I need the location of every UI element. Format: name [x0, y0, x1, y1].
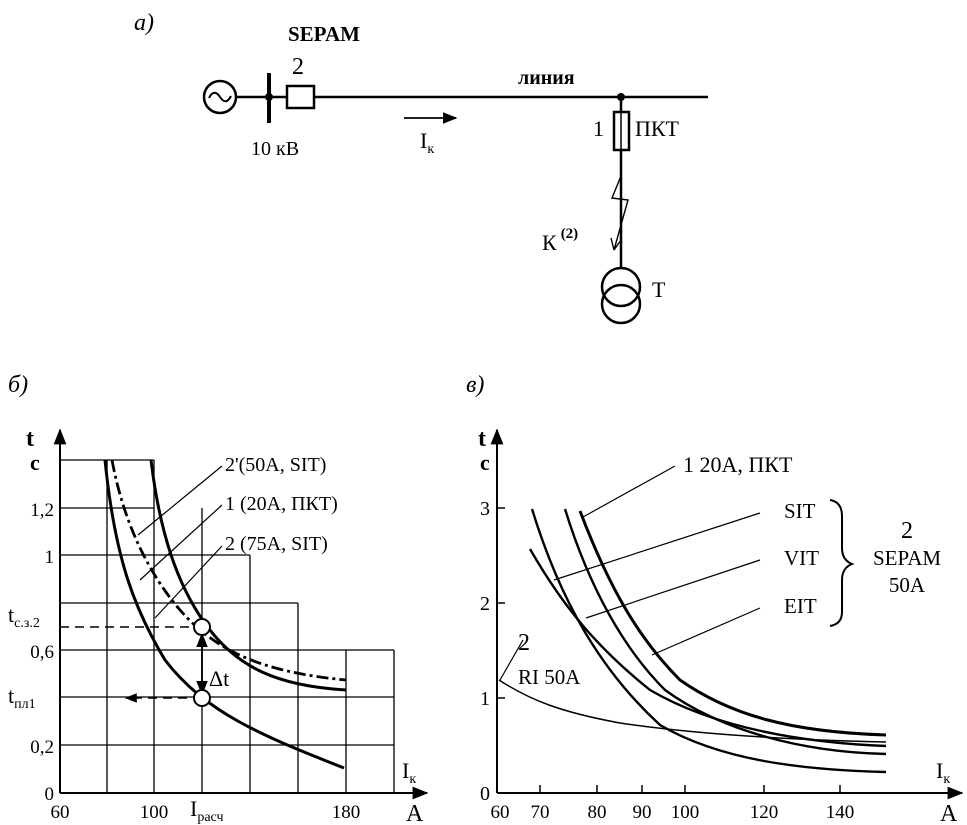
panel-b-ytick-0: 0: [45, 784, 55, 805]
delta-t-label: Δt: [209, 666, 229, 691]
sepam-group-name: SEPAM: [873, 546, 941, 570]
legend-2prime: 2'(50A, SIT): [225, 454, 326, 476]
transformer-winding-1: [600, 266, 642, 308]
sit-label: SIT: [784, 499, 816, 523]
panel-c-leaders: [499, 465, 761, 681]
fault-lightning-icon: [611, 175, 629, 251]
panel-c-ytick-3: 3: [480, 498, 490, 520]
sepam-group-brace: [829, 499, 855, 627]
panel-c-label: в): [466, 372, 484, 398]
panel-c-xtick-5: 120: [750, 802, 779, 823]
transformer-winding-2: [600, 283, 642, 325]
ri-curve-number: 2: [518, 630, 530, 656]
sepam-breaker-box: [285, 84, 316, 110]
panel-b-leaders: [137, 465, 223, 619]
panel-c-xtick-0: 60: [491, 802, 510, 823]
legend-2: 2 (75A, SIT): [225, 533, 328, 555]
panel-c-y-title: t: [478, 426, 486, 452]
fuse-number: 1: [593, 116, 604, 141]
panel-b-y-title: t: [26, 426, 34, 452]
curve-2-75a-sit: [103, 459, 345, 770]
panel-c-xtick-4: 100: [671, 802, 700, 823]
curve-2prime-50a-sit: [110, 459, 347, 682]
sepam-group-number: 2: [901, 518, 913, 544]
fault-current-label: Iк: [420, 128, 434, 157]
curve-ri-50a: [498, 679, 887, 743]
point-t-cz2: [193, 618, 211, 636]
t-pl1-label: tпл1: [8, 683, 36, 712]
panel-b-xtick-2: 180: [332, 802, 361, 823]
bus-voltage-label: 10 кВ: [251, 138, 299, 160]
panel-c-ytick-1: 1: [480, 688, 490, 710]
panel-b-ytick-2: 0,6: [30, 642, 54, 663]
panel-b-x-title: Iк: [402, 758, 416, 787]
legend-1: 1 (20A, ПКТ): [225, 493, 338, 515]
panel-c-ticks: [497, 507, 841, 793]
curve-vit: [528, 548, 887, 748]
panel-c-xtick-3: 90: [633, 802, 652, 823]
panel-c-xtick-6: 140: [826, 802, 855, 823]
line-label: линия: [518, 67, 575, 89]
point-t-pl1: [193, 689, 211, 707]
ri-curve-label: RI 50A: [518, 665, 581, 689]
panel-c-ytick-2: 2: [480, 593, 490, 615]
curve-eit: [530, 508, 887, 774]
eit-label: EIT: [784, 594, 817, 618]
panel-b-xtick-1: 100: [140, 802, 169, 823]
panel-c-x-unit: А: [940, 801, 958, 825]
vit-label: VIT: [784, 546, 819, 570]
panel-a-label: а): [134, 10, 154, 36]
panel-b-xtick-0: 60: [51, 802, 70, 823]
transformer-label: Т: [652, 277, 666, 302]
panel-b-y-unit: с: [30, 450, 40, 475]
panel-b-ytick-4: 1,2: [30, 500, 54, 521]
panel-c-xtick-2: 80: [588, 802, 607, 823]
bus-node: [265, 93, 273, 101]
panel-c-xtick-1: 70: [531, 802, 550, 823]
ac-wave-icon: [208, 91, 232, 103]
panel-b-label: б): [8, 372, 28, 398]
panel-b-ytick-1: 0,2: [30, 737, 54, 758]
panel-c-ytick-0: 0: [480, 783, 490, 805]
panel-b-chart: б) t с Iк А 0 0,2 0,6 1: [8, 372, 429, 825]
i-calc-label: Iрасч: [190, 796, 224, 825]
panel-c-y-unit: с: [480, 450, 490, 475]
panel-a-schematic: а) SEPAM 2 10 кВ Iк линия 1 ПКТ К (2) Т: [134, 10, 708, 325]
fault-label: К (2): [542, 226, 578, 255]
fuse-curve-label: 1 20A, ПКТ: [683, 452, 793, 477]
panel-b-ytick-3: 1: [45, 547, 55, 568]
curve-sit: [563, 508, 887, 756]
panel-c-chart: в) t с Iк А 0 1 2 3 60 70 80 90 100: [466, 372, 964, 825]
t-cz2-label: tс.з.2: [8, 602, 40, 631]
panel-c-x-title: Iк: [936, 758, 950, 787]
curve-1-fuse-20a: [578, 510, 887, 737]
fuse-name: ПКТ: [635, 116, 680, 141]
sepam-title: SEPAM: [288, 22, 360, 46]
panel-b-x-unit: А: [406, 801, 424, 825]
relay-number: 2: [292, 54, 304, 80]
sepam-group-current: 50A: [889, 573, 926, 597]
